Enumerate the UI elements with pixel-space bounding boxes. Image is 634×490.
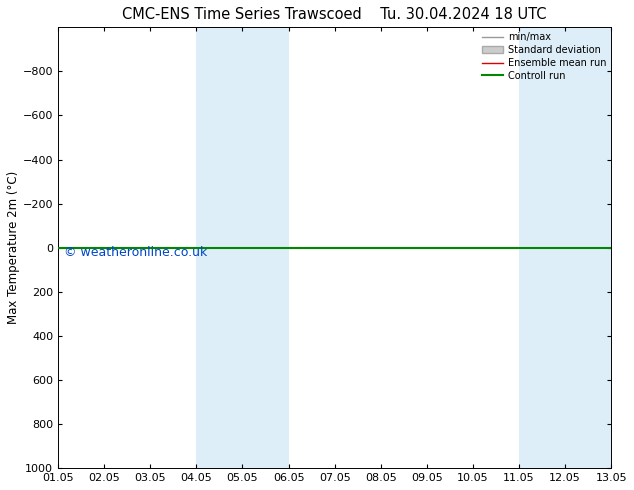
Y-axis label: Max Temperature 2m (°C): Max Temperature 2m (°C) [7,171,20,324]
Text: © weatheronline.co.uk: © weatheronline.co.uk [63,245,207,259]
Title: CMC-ENS Time Series Trawscoed    Tu. 30.04.2024 18 UTC: CMC-ENS Time Series Trawscoed Tu. 30.04.… [122,7,547,22]
Legend: min/max, Standard deviation, Ensemble mean run, Controll run: min/max, Standard deviation, Ensemble me… [482,32,606,81]
Bar [519,27,611,468]
Bar [197,27,288,468]
